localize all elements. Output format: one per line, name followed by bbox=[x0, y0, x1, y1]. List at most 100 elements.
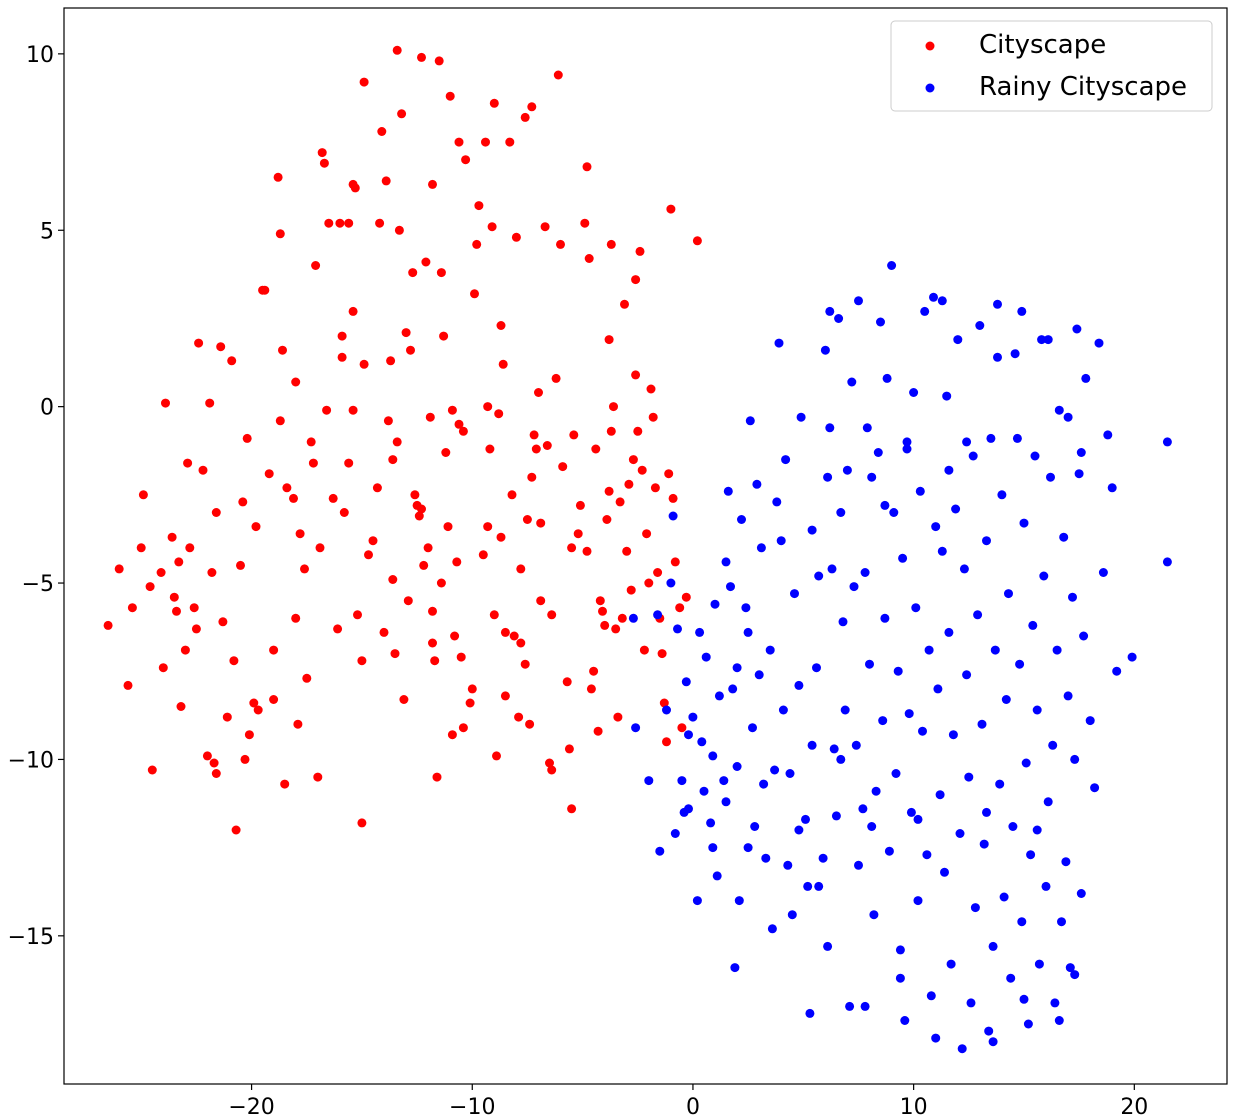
y-tick-label: 0 bbox=[40, 396, 54, 421]
cityscape-point bbox=[207, 568, 217, 577]
rainy-cityscape-point bbox=[708, 843, 718, 853]
rainy-cityscape-point bbox=[873, 448, 883, 457]
cityscape-point bbox=[447, 405, 457, 415]
cityscape-point bbox=[357, 656, 367, 666]
cityscape-point bbox=[317, 148, 327, 158]
rainy-cityscape-point bbox=[1017, 917, 1027, 927]
cityscape-point bbox=[377, 127, 387, 136]
rainy-cityscape-point bbox=[911, 603, 921, 613]
cityscape-point bbox=[615, 497, 625, 507]
cityscape-point bbox=[582, 162, 592, 172]
cityscape-point bbox=[653, 568, 663, 577]
rainy-cityscape-point bbox=[785, 769, 795, 778]
cityscape-point bbox=[454, 137, 464, 147]
legend-label-rainy-cityscape: Rainy Cityscape bbox=[979, 72, 1187, 102]
cityscape-point bbox=[509, 631, 519, 641]
rainy-cityscape-point bbox=[681, 677, 691, 687]
cityscape-point bbox=[478, 550, 488, 560]
rainy-cityscape-point bbox=[823, 941, 833, 951]
cityscape-point bbox=[319, 158, 329, 168]
x-tick-label: −20 bbox=[228, 1095, 274, 1120]
rainy-cityscape-point bbox=[1028, 620, 1038, 630]
rainy-cityscape-point bbox=[944, 465, 954, 475]
cityscape-point bbox=[348, 405, 358, 415]
rainy-cityscape-point bbox=[741, 603, 751, 613]
cityscape-point bbox=[670, 557, 680, 567]
cityscape-point bbox=[359, 77, 369, 87]
cityscape-point bbox=[558, 462, 568, 472]
rainy-cityscape-point bbox=[708, 751, 718, 761]
cityscape-point bbox=[359, 359, 369, 369]
cityscape-point bbox=[624, 479, 634, 489]
cityscape-point bbox=[628, 455, 638, 465]
rainy-cityscape-point bbox=[1019, 518, 1029, 528]
cityscape-point bbox=[569, 430, 579, 440]
cityscape-point bbox=[492, 751, 501, 761]
rainy-cityscape-point bbox=[628, 613, 638, 623]
rainy-cityscape-point bbox=[988, 941, 998, 951]
legend: Cityscape Rainy Cityscape bbox=[890, 20, 1213, 112]
rainy-cityscape-point bbox=[719, 776, 729, 786]
cityscape-point bbox=[231, 825, 241, 835]
rainy-cityscape-point bbox=[975, 321, 985, 330]
rainy-cityscape-point bbox=[909, 388, 919, 397]
cityscape-point bbox=[379, 627, 389, 637]
cityscape-point bbox=[648, 412, 658, 422]
cityscape-point bbox=[211, 508, 221, 517]
cityscape-point bbox=[527, 472, 537, 482]
rainy-cityscape-point bbox=[847, 377, 857, 387]
rainy-cityscape-point bbox=[1057, 917, 1066, 927]
rainy-cityscape-point bbox=[1063, 412, 1073, 422]
rainy-cityscape-point bbox=[1162, 437, 1172, 447]
cityscape-point bbox=[138, 490, 148, 500]
rainy-cityscape-point bbox=[706, 818, 716, 828]
cityscape-point bbox=[406, 345, 415, 355]
rainy-cityscape-point bbox=[869, 910, 879, 920]
cityscape-point bbox=[419, 560, 429, 570]
rainy-cityscape-point bbox=[754, 670, 764, 680]
y-tick-label: −15 bbox=[8, 925, 54, 950]
cityscape-point bbox=[575, 500, 585, 510]
rainy-cityscape-point bbox=[882, 373, 892, 383]
cityscape-point bbox=[278, 345, 287, 355]
rainy-cityscape-point bbox=[684, 804, 693, 814]
cityscape-point bbox=[408, 268, 418, 278]
rainy-cityscape-point bbox=[836, 508, 846, 517]
cityscape-point bbox=[158, 663, 168, 673]
cityscape-point bbox=[522, 515, 532, 524]
cityscape-point bbox=[386, 356, 396, 366]
rainy-cityscape-point bbox=[814, 881, 824, 891]
cityscape-point bbox=[461, 155, 471, 165]
rainy-cityscape-point bbox=[953, 335, 963, 345]
cityscape-point bbox=[489, 610, 499, 620]
cityscape-point bbox=[472, 239, 482, 249]
cityscape-point bbox=[147, 765, 157, 775]
rainy-cityscape-point bbox=[1023, 1019, 1033, 1029]
rainy-cityscape-point bbox=[929, 292, 938, 302]
rainy-cityscape-point bbox=[783, 860, 793, 870]
rainy-cityscape-point bbox=[712, 871, 722, 881]
rainy-cityscape-point bbox=[1043, 335, 1053, 345]
cityscape-point bbox=[183, 458, 193, 468]
rainy-cityscape-point bbox=[1061, 857, 1071, 867]
cityscape-point bbox=[180, 645, 190, 655]
rainy-cityscape-point bbox=[1052, 645, 1062, 655]
rainy-cityscape-point bbox=[898, 553, 908, 563]
cityscape-point bbox=[205, 398, 215, 408]
rainy-cityscape-point bbox=[770, 765, 780, 775]
cityscape-point bbox=[604, 335, 614, 345]
rainy-cityscape-point bbox=[778, 705, 788, 715]
cityscape-point bbox=[295, 529, 305, 539]
cityscape-point bbox=[500, 691, 510, 701]
rainy-cityscape-point bbox=[820, 345, 830, 355]
rainy-cityscape-point bbox=[631, 723, 641, 733]
rainy-cityscape-point bbox=[748, 723, 757, 733]
cityscape-point bbox=[344, 458, 354, 468]
rainy-cityscape-point bbox=[699, 786, 709, 796]
cityscape-point bbox=[172, 606, 181, 616]
cityscape-point bbox=[609, 402, 618, 412]
rainy-cityscape-point bbox=[1012, 433, 1022, 443]
cityscape-point bbox=[167, 532, 177, 542]
rainy-cityscape-point bbox=[946, 959, 956, 969]
rainy-cityscape-point bbox=[668, 511, 678, 521]
